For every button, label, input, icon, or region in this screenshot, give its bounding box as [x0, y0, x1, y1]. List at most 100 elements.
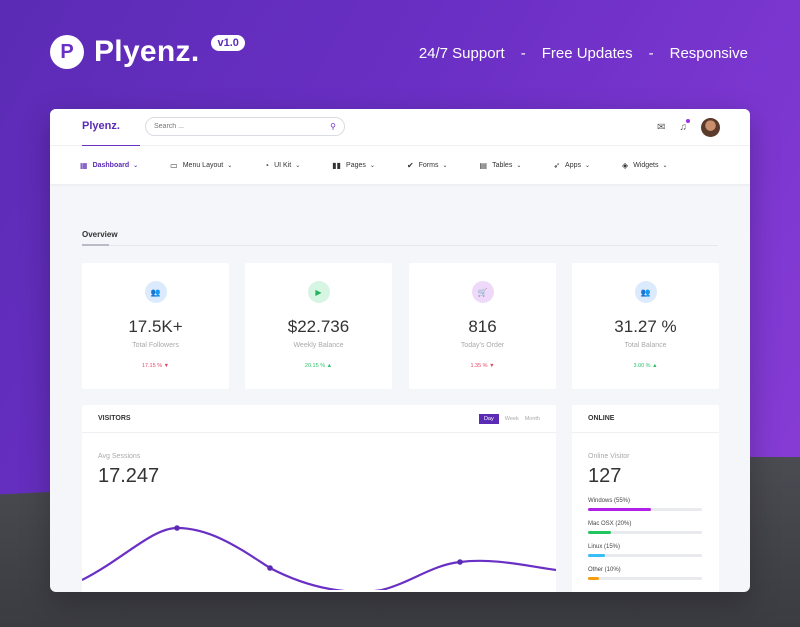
- search-input[interactable]: [154, 123, 314, 130]
- nav-item-dashboard[interactable]: ▦ Dashboard ⌄: [80, 161, 138, 170]
- stat-change-value: 17.15 %: [141, 363, 163, 369]
- online-visitor-value: 127: [588, 465, 622, 487]
- nav-item-menu-layout[interactable]: ▭ Menu Layout ⌄: [170, 161, 232, 170]
- os-progress-track: [588, 531, 702, 534]
- overview-title: Overview: [82, 230, 118, 239]
- visitors-panel: VISITORS Day Week Month Avg Sessions 17.…: [82, 405, 556, 592]
- stat-change: 3.00 % ▲: [572, 363, 719, 369]
- chart-point[interactable]: [174, 525, 180, 531]
- stat-change: 1.35 % ▼: [409, 363, 556, 369]
- layers-icon: ◈: [622, 160, 629, 170]
- stat-change: 17.15 % ▼: [82, 363, 229, 369]
- nav-item-apps[interactable]: ➶ Apps ⌄: [553, 161, 590, 170]
- brand-logo-icon: P: [50, 35, 84, 69]
- os-row: Windows (55%): [588, 498, 703, 511]
- avg-sessions-value: 17.247: [98, 465, 160, 487]
- marketing-brand: P Plyenz. v1.0: [50, 35, 245, 69]
- chevron-down-icon: ⌄: [662, 162, 668, 169]
- nav-label: Dashboard: [92, 161, 130, 169]
- nav-label: Menu Layout: [182, 161, 224, 169]
- stat-label: Total Balance: [624, 342, 667, 349]
- os-row: Mac OSX (20%): [588, 521, 703, 534]
- nav-item-forms[interactable]: ✔ Forms ⌄: [407, 161, 448, 170]
- online-panel: ONLINE Online Visitor 127 Windows (55%) M…: [572, 405, 719, 592]
- os-label: Windows (55%): [588, 498, 631, 504]
- stat-value: $22.736: [287, 317, 350, 336]
- toggle-day[interactable]: Day: [478, 413, 499, 424]
- app-logo[interactable]: Plyenz.: [82, 120, 120, 132]
- stat-card: 🛒 816 Today's Order 1.35 % ▼: [409, 263, 556, 389]
- chevron-down-icon: ⌄: [227, 162, 233, 169]
- online-visitor-label: Online Visitor: [588, 453, 630, 460]
- os-label: Other (10%): [588, 567, 621, 573]
- os-label: Mac OSX (20%): [588, 521, 632, 527]
- stat-value: 17.5K+: [128, 317, 183, 336]
- avatar[interactable]: [701, 118, 720, 137]
- rocket-icon: ➶: [553, 160, 561, 170]
- logo-underline: [82, 145, 140, 146]
- arrow-up-icon: ▲: [325, 363, 333, 369]
- topbar: Plyenz. ⚲ ✉ ♫: [50, 109, 750, 146]
- nav-item-tables[interactable]: ▤ Tables ⌄: [480, 161, 522, 170]
- feature-updates: Free Updates: [541, 45, 633, 62]
- stat-label: Weekly Balance: [293, 342, 344, 349]
- os-progress-fill: [588, 554, 606, 557]
- os-label: Linux (15%): [588, 544, 621, 550]
- period-toggle: Day Week Month: [473, 413, 540, 424]
- feature-separator: -: [520, 45, 526, 62]
- chevron-down-icon: ⌄: [516, 162, 522, 169]
- stat-label: Today's Order: [460, 342, 505, 349]
- nav-label: UI Kit: [274, 161, 292, 169]
- stat-label: Total Followers: [132, 342, 179, 349]
- stat-value: 816: [468, 317, 497, 336]
- stat-value: 31.27 %: [614, 317, 677, 336]
- visitors-title: VISITORS: [98, 415, 131, 422]
- overview-tab-indicator: [82, 244, 109, 246]
- grid-icon: ▦: [80, 160, 88, 170]
- users-icon: 👥: [634, 281, 657, 303]
- search-icon[interactable]: ⚲: [330, 122, 336, 131]
- visitors-chart: [82, 525, 556, 590]
- mail-icon[interactable]: ✉: [657, 122, 666, 133]
- brand-name: Plyenz.: [94, 35, 200, 68]
- visitors-header: VISITORS Day Week Month: [82, 405, 556, 433]
- stat-card: ▶ $22.736 Weekly Balance 20.15 % ▲: [245, 263, 392, 389]
- avg-sessions-label: Avg Sessions: [98, 453, 141, 460]
- toggle-month[interactable]: Month: [524, 415, 540, 422]
- chart-point[interactable]: [457, 559, 463, 565]
- stat-change-value: 20.15 %: [304, 363, 326, 369]
- feature-list: 24/7 Support - Free Updates - Responsive: [419, 45, 748, 62]
- search-box[interactable]: ⚲: [145, 117, 345, 136]
- main-nav: ▦ Dashboard ⌄ ▭ Menu Layout ⌄ ◔ UI Kit ⌄ ▮▮ Pages ⌄…: [50, 146, 750, 184]
- feature-responsive: Responsive: [669, 45, 748, 62]
- os-row: Linux (15%): [588, 544, 703, 557]
- os-progress-track: [588, 577, 702, 580]
- monitor-icon: ▭: [170, 160, 178, 170]
- nav-item-widgets[interactable]: ◈ Widgets ⌄: [622, 161, 667, 170]
- stat-card: 👥 17.5K+ Total Followers 17.15 % ▼: [82, 263, 229, 389]
- chevron-down-icon: ⌄: [295, 162, 301, 169]
- feature-support: 24/7 Support: [418, 45, 505, 62]
- video-icon: ▶: [307, 281, 330, 303]
- cart-icon: 🛒: [471, 281, 494, 303]
- table-icon: ▤: [479, 160, 488, 170]
- chart-point[interactable]: [267, 565, 273, 571]
- pie-icon: ◔: [264, 160, 270, 170]
- os-progress-track: [588, 508, 702, 511]
- book-icon: ▮▮: [332, 160, 342, 170]
- chevron-down-icon: ⌄: [585, 162, 591, 169]
- overview-divider: [82, 245, 718, 246]
- nav-item-pages[interactable]: ▮▮ Pages ⌄: [332, 161, 375, 170]
- stat-change-value: 1.35 %: [470, 363, 488, 369]
- topbar-actions: ✉ ♫: [643, 118, 720, 137]
- users-icon: 👥: [144, 281, 167, 303]
- chevron-down-icon: ⌄: [369, 162, 375, 169]
- arrow-down-icon: ▼: [487, 363, 495, 369]
- toggle-week[interactable]: Week: [504, 415, 519, 422]
- bell-icon[interactable]: ♫: [680, 119, 690, 133]
- chevron-down-icon: ⌄: [442, 162, 448, 169]
- chevron-down-icon: ⌄: [133, 162, 139, 169]
- nav-label: Tables: [492, 161, 513, 169]
- nav-item-ui-kit[interactable]: ◔ UI Kit ⌄: [264, 161, 300, 170]
- dashboard-window: Plyenz. ⚲ ✉ ♫ ▦Dashboard⌄▭Menu Layout⌄◔U…: [50, 109, 750, 592]
